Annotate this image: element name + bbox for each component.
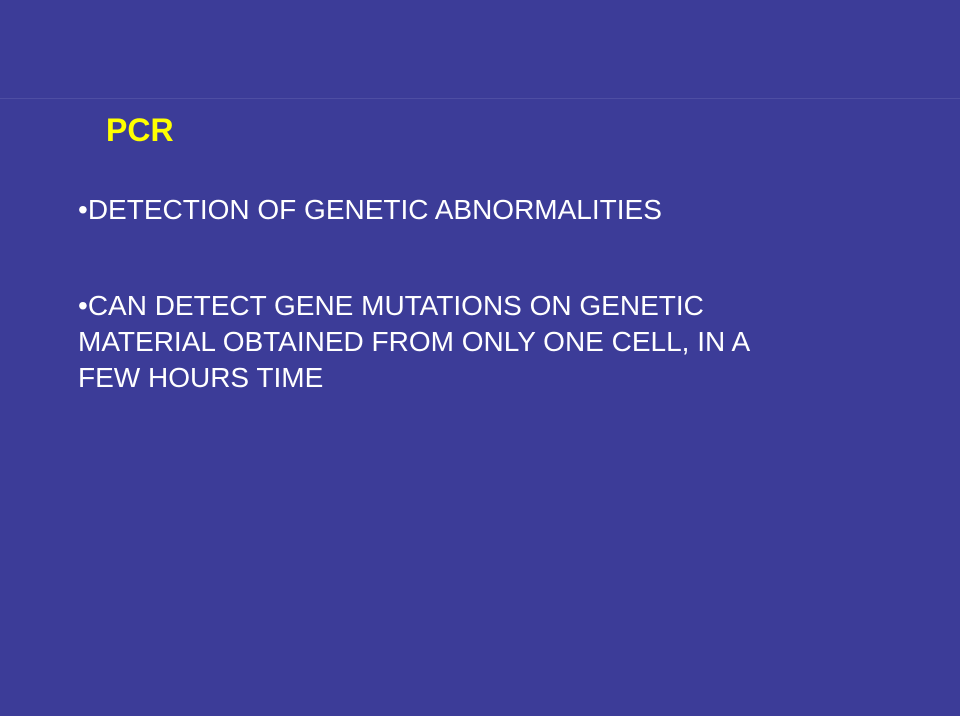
bullet-1-line-1: • DETECTION OF GENETIC ABNORMALITIES [78, 192, 662, 228]
bullet-2-line-2: MATERIAL OBTAINED FROM ONLY ONE CELL, IN… [78, 324, 750, 360]
bullet-1-text-line-1: DETECTION OF GENETIC ABNORMALITIES [88, 192, 662, 228]
bullet-1: • DETECTION OF GENETIC ABNORMALITIES [78, 192, 662, 228]
bullet-2-line-3: FEW HOURS TIME [78, 360, 750, 396]
slide: PCR • DETECTION OF GENETIC ABNORMALITIES… [0, 0, 960, 716]
bullet-2-text-line-2: MATERIAL OBTAINED FROM ONLY ONE CELL, IN… [78, 324, 750, 360]
bullet-marker-icon: • [78, 192, 88, 228]
bullet-2: • CAN DETECT GENE MUTATIONS ON GENETIC M… [78, 288, 750, 395]
bullet-marker-icon: • [78, 288, 88, 324]
bullet-2-text-line-1: CAN DETECT GENE MUTATIONS ON GENETIC [88, 288, 704, 324]
top-rule [0, 98, 960, 99]
slide-title: PCR [106, 112, 174, 149]
bullet-2-text-line-3: FEW HOURS TIME [78, 360, 323, 396]
bullet-2-line-1: • CAN DETECT GENE MUTATIONS ON GENETIC [78, 288, 750, 324]
